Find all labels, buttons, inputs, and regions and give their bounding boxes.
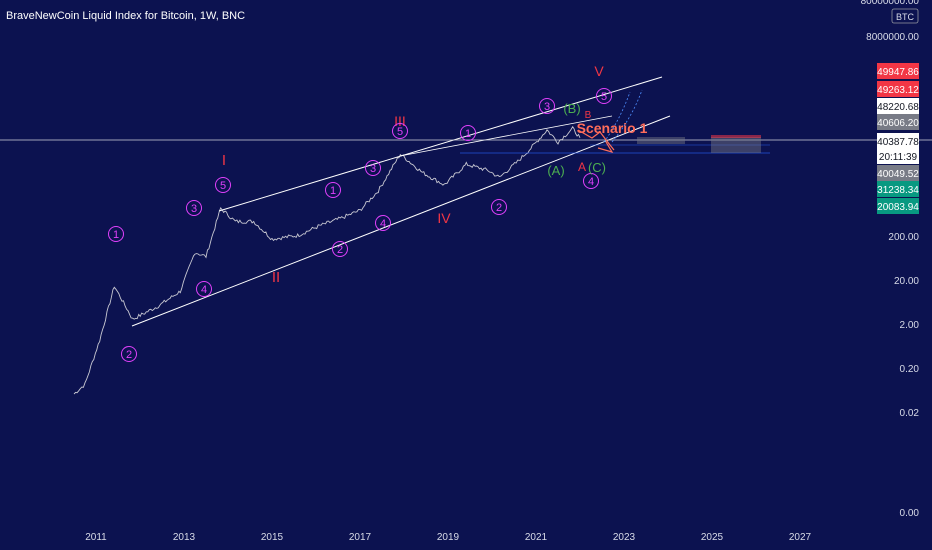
price-scale-tags: 49947.86 49263.12 48220.68 40606.20 40387.78… <box>877 63 919 214</box>
svg-text:3: 3 <box>370 163 376 175</box>
wave-label-circled-1: 1 <box>325 182 341 198</box>
channel-inner-line[interactable] <box>399 115 613 157</box>
wave-label-A-paren: (A) <box>547 163 564 178</box>
svg-text:1: 1 <box>330 185 336 197</box>
x-tick-label: 2021 <box>525 532 548 543</box>
svg-text:4: 4 <box>201 284 207 296</box>
x-axis[interactable]: 2011 2013 2015 2017 2019 2021 2023 2025 2027 <box>85 532 811 543</box>
y-tick-label: 80000000.00 <box>861 0 920 7</box>
price-series-line <box>73 125 581 395</box>
svg-text:4: 4 <box>380 218 386 230</box>
y-tick-label: 0.20 <box>900 364 920 375</box>
currency-badge-label: BTC <box>896 12 915 22</box>
svg-text:3: 3 <box>544 101 550 113</box>
price-tag: 40049.52 <box>877 165 919 181</box>
svg-text:2: 2 <box>496 202 502 214</box>
wave-label-circled-4: 4 <box>375 215 391 231</box>
price-tag: 31238.34 <box>877 181 919 197</box>
x-tick-label: 2019 <box>437 532 460 543</box>
svg-text:5: 5 <box>220 180 226 192</box>
svg-text:49947.86: 49947.86 <box>877 67 919 78</box>
price-tag: 20:11:39 <box>877 148 919 164</box>
svg-text:20:11:39: 20:11:39 <box>879 152 918 163</box>
y-tick-label: 0.00 <box>900 508 920 519</box>
wave-label-B-paren: (B) <box>563 101 580 116</box>
wave-label-C-paren: (C) <box>588 160 606 175</box>
svg-text:2: 2 <box>126 349 132 361</box>
projection-box[interactable] <box>711 135 761 138</box>
channel-lower-line[interactable] <box>131 115 671 327</box>
projection-arc[interactable] <box>603 91 631 143</box>
projection-box[interactable] <box>637 137 685 144</box>
wave-label-circled-1: 1 <box>460 125 476 141</box>
wave-label-III: III <box>394 113 406 129</box>
wave-label-circled-3: 3 <box>539 98 555 114</box>
wave-label-I: I <box>222 152 226 169</box>
scenario-arrow[interactable] <box>597 141 614 153</box>
x-tick-label: 2023 <box>613 532 636 543</box>
wave-label-IV: IV <box>437 210 451 226</box>
wave-labels-major: I II III IV V <box>222 63 604 286</box>
wave-label-circled-4: 4 <box>196 281 212 297</box>
wave-label-circled-4: 4 <box>583 173 599 189</box>
svg-text:4: 4 <box>588 176 594 188</box>
chart-title: BraveNewCoin Liquid Index for Bitcoin, 1… <box>6 10 246 22</box>
y-axis[interactable]: 80000000.00 8000000.00 200.00 20.00 2.00 0.20… <box>861 0 920 519</box>
x-tick-label: 2015 <box>261 532 284 543</box>
price-tag: 48220.68 <box>877 98 919 114</box>
x-tick-label: 2027 <box>789 532 812 543</box>
wave-label-A: A <box>578 160 586 174</box>
wave-label-circled-2: 2 <box>121 346 137 362</box>
x-tick-label: 2025 <box>701 532 724 543</box>
price-tag: 40606.20 <box>877 114 919 130</box>
svg-text:5: 5 <box>601 91 607 103</box>
wave-label-II: II <box>272 269 280 286</box>
wave-label-circled-3: 3 <box>186 200 202 216</box>
svg-text:40387.78: 40387.78 <box>877 137 919 148</box>
wave-label-circled-2: 2 <box>332 241 348 257</box>
wave-label-circled-2: 2 <box>491 199 507 215</box>
svg-text:48220.68: 48220.68 <box>877 102 919 113</box>
svg-text:1: 1 <box>113 229 119 241</box>
wave-label-circled-3: 3 <box>365 160 381 176</box>
y-tick-label: 0.02 <box>900 408 920 419</box>
price-tag: 49263.12 <box>877 81 919 97</box>
svg-text:49263.12: 49263.12 <box>877 85 919 96</box>
svg-text:1: 1 <box>465 128 471 140</box>
svg-text:5: 5 <box>397 126 403 138</box>
currency-badge[interactable]: BTC <box>891 8 919 24</box>
price-tag: 20083.94 <box>877 198 919 214</box>
wave-labels-corrective: (A) (B) (C) A B <box>547 101 606 178</box>
projection-box[interactable] <box>711 137 761 153</box>
projection-arc[interactable] <box>611 89 643 143</box>
wave-label-circled-5: 5 <box>392 123 408 139</box>
channel-upper-line[interactable] <box>218 76 663 212</box>
svg-text:2: 2 <box>337 244 343 256</box>
svg-text:40606.20: 40606.20 <box>877 118 919 129</box>
wave-label-circled-1: 1 <box>108 226 124 242</box>
wave-label-V: V <box>594 63 604 79</box>
scenario-path[interactable] <box>577 129 615 151</box>
price-tag: 40387.78 <box>877 133 919 149</box>
svg-text:31238.34: 31238.34 <box>877 185 919 196</box>
y-tick-label: 20.00 <box>894 276 919 287</box>
wave-label-B: B <box>585 110 592 121</box>
price-tag: 49947.86 <box>877 63 919 79</box>
y-tick-label: 8000000.00 <box>866 32 919 43</box>
x-tick-label: 2013 <box>173 532 196 543</box>
wave-label-circled-5: 5 <box>215 177 231 193</box>
x-tick-label: 2017 <box>349 532 372 543</box>
wave-label-circled-5: 5 <box>596 88 612 104</box>
y-tick-label: 200.00 <box>888 232 919 243</box>
y-tick-label: 2.00 <box>900 320 920 331</box>
x-tick-label: 2011 <box>85 532 107 543</box>
svg-text:20083.94: 20083.94 <box>877 202 919 213</box>
svg-text:40049.52: 40049.52 <box>877 169 919 180</box>
svg-text:3: 3 <box>191 203 197 215</box>
wave-labels-minor: 1 2 3 4 5 1 2 3 4 5 1 2 3 4 5 <box>108 88 612 362</box>
scenario-label: Scenario 1 <box>577 120 648 136</box>
